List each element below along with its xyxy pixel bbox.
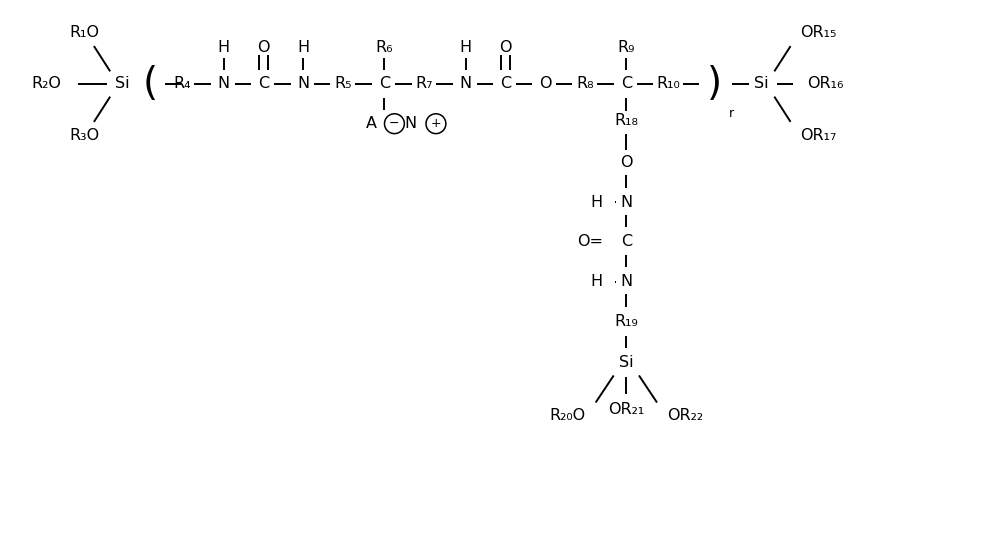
Text: O: O [499, 41, 512, 56]
Text: N: N [218, 77, 230, 92]
Text: N: N [620, 195, 632, 210]
Text: Si: Si [754, 77, 769, 92]
Text: R₂₀O: R₂₀O [550, 408, 586, 423]
Text: R₉: R₉ [618, 41, 635, 56]
Text: OR₁₆: OR₁₆ [807, 77, 843, 92]
Text: N: N [620, 274, 632, 289]
Text: N: N [297, 77, 309, 92]
Text: R₈: R₈ [576, 77, 594, 92]
Text: C: C [258, 77, 269, 92]
Text: C: C [621, 77, 632, 92]
Text: C: C [379, 77, 390, 92]
Text: H: H [460, 41, 472, 56]
Text: (: ( [142, 65, 157, 103]
Text: H: H [591, 274, 603, 289]
Text: C: C [500, 77, 511, 92]
Text: Si: Si [619, 355, 634, 370]
Text: R₁O: R₁O [69, 25, 99, 40]
Text: R₁₀: R₁₀ [656, 77, 680, 92]
Text: O: O [620, 155, 633, 170]
Text: N: N [405, 116, 417, 131]
Text: R₅: R₅ [334, 77, 352, 92]
Text: H: H [297, 41, 309, 56]
Text: R₃O: R₃O [69, 128, 99, 143]
Text: R₆: R₆ [376, 41, 393, 56]
Text: OR₁₅: OR₁₅ [800, 25, 837, 40]
Text: O: O [539, 77, 551, 92]
Text: Si: Si [115, 77, 130, 92]
Text: OR₁₇: OR₁₇ [800, 128, 837, 143]
Text: R₇: R₇ [415, 77, 433, 92]
Text: C: C [621, 235, 632, 250]
Text: r: r [728, 107, 734, 120]
Text: R₁₈: R₁₈ [614, 112, 638, 127]
Text: H: H [591, 195, 603, 210]
Text: OR₂₂: OR₂₂ [667, 408, 703, 423]
Text: −: − [389, 117, 400, 130]
Text: O=: O= [577, 235, 603, 250]
Text: R₂O: R₂O [32, 77, 61, 92]
Text: H: H [218, 41, 230, 56]
Text: O: O [257, 41, 270, 56]
Text: OR₂₁: OR₂₁ [608, 402, 644, 417]
Text: +: + [431, 117, 441, 130]
Text: R₁₉: R₁₉ [614, 314, 638, 329]
Text: ): ) [707, 65, 722, 103]
Text: A: A [365, 116, 376, 131]
Text: R₄: R₄ [174, 77, 191, 92]
Text: N: N [460, 77, 472, 92]
